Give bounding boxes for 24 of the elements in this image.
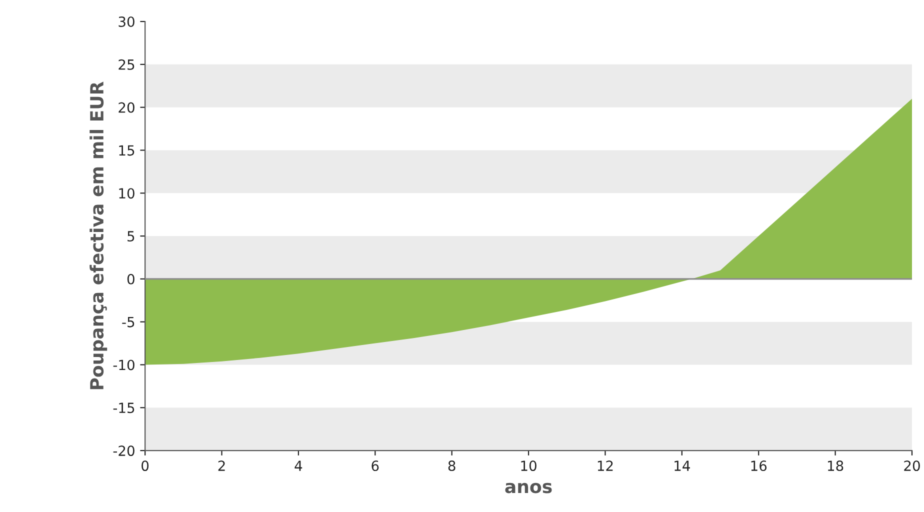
y-tick-label: 10 bbox=[119, 188, 134, 199]
y-tick-label: -5 bbox=[122, 316, 134, 328]
y-tick-label: -20 bbox=[113, 446, 134, 456]
x-tick-label: 8 bbox=[448, 460, 456, 472]
x-tick-label: 4 bbox=[294, 460, 302, 471]
y-tick-label: 0 bbox=[127, 274, 134, 284]
x-tick-label: 6 bbox=[372, 460, 379, 472]
x-tick-label: 10 bbox=[521, 460, 536, 472]
x-tick-label: 14 bbox=[674, 460, 690, 471]
x-tick-label: 2 bbox=[218, 460, 225, 471]
y-tick-label: -10 bbox=[113, 360, 134, 370]
x-tick-label: 0 bbox=[142, 460, 149, 472]
x-tick-label: 12 bbox=[598, 460, 613, 471]
y-tick-label: 20 bbox=[118, 102, 134, 113]
y-tick-label: 25 bbox=[118, 59, 134, 70]
x-tick-label: 16 bbox=[751, 460, 767, 472]
x-axis-title: anos bbox=[505, 482, 552, 494]
x-tick-label: 18 bbox=[828, 460, 844, 472]
y-tick-label: -15 bbox=[113, 402, 134, 414]
y-tick-label: 5 bbox=[128, 231, 134, 242]
x-tick-label: 20 bbox=[904, 460, 920, 472]
y-tick-label: 30 bbox=[118, 16, 134, 27]
y-tick-label: 15 bbox=[119, 145, 134, 156]
y-axis-title: Poupança efectiva em mil EUR bbox=[90, 82, 108, 390]
